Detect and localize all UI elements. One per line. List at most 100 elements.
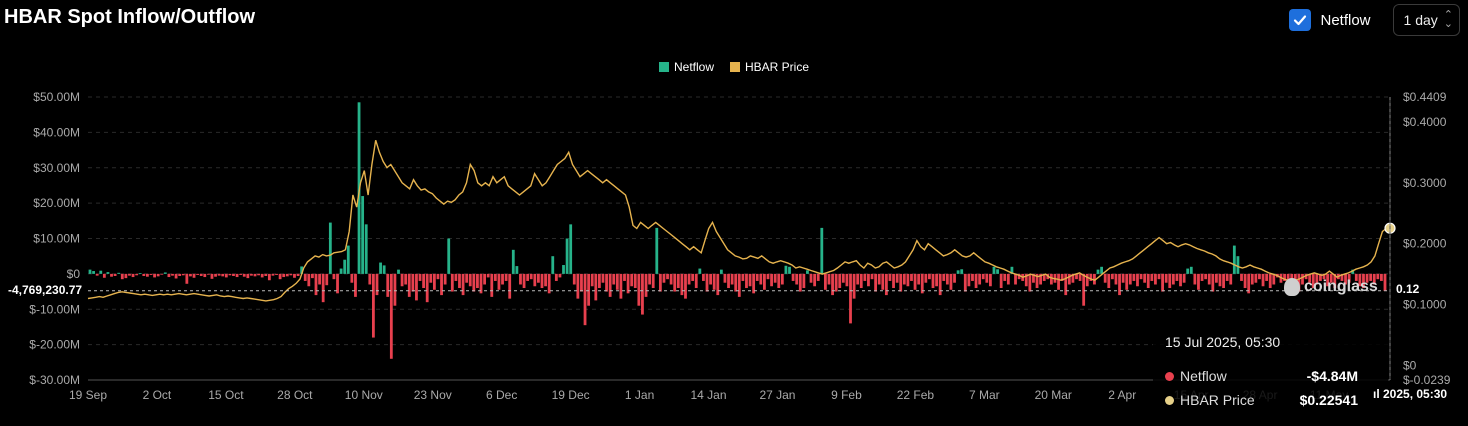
netflow-bar (558, 273, 562, 278)
netflow-bar (723, 273, 727, 283)
netflow-bar (1301, 273, 1304, 285)
netflow-bar (1071, 273, 1075, 283)
tooltip-netflow-value: -$4.84M (1306, 368, 1358, 384)
netflow-bar (705, 273, 709, 292)
netflow-bar (669, 273, 673, 285)
netflow-checkbox[interactable] (1288, 9, 1311, 31)
netflow-bar (777, 273, 781, 289)
netflow-bar (831, 273, 834, 296)
page-title: HBAR Spot Inflow/Outflow (4, 6, 256, 28)
netflow-bar (572, 273, 576, 285)
netflow-bar (458, 273, 461, 289)
netflow-bar (841, 273, 845, 283)
netflow-bar (501, 273, 504, 285)
netflow-bar (583, 273, 587, 326)
netflow-bar (257, 273, 261, 276)
netflow-bar (440, 273, 443, 296)
netflow-bar (960, 269, 964, 274)
netflow-bar (1039, 273, 1043, 285)
x-tick-label: 6 Dec (486, 388, 517, 402)
netflow-bar (493, 273, 497, 281)
netflow-bar (863, 273, 867, 281)
netflow-bar (1315, 273, 1319, 285)
netflow-bar (289, 273, 293, 276)
interval-select[interactable]: 1 day ⌃ ⌄ (1392, 4, 1460, 36)
left-tick-label: $20.00M (33, 196, 80, 210)
netflow-bar (1114, 273, 1118, 285)
left-tick-label: $-20.00M (29, 338, 80, 352)
netflow-bar (623, 273, 626, 281)
netflow-bar (490, 273, 494, 297)
netflow-bar (228, 273, 232, 276)
tooltip-row-price: HBAR Price $0.22541 (1165, 392, 1358, 408)
netflow-bar (1322, 273, 1326, 280)
legend-item-netflow[interactable]: Netflow (658, 60, 714, 74)
netflow-bar (332, 273, 336, 280)
netflow-bar (974, 273, 978, 289)
netflow-bar (1326, 273, 1330, 287)
netflow-bar (1197, 273, 1200, 290)
netflow-bar (343, 259, 347, 274)
netflow-bar (827, 273, 831, 285)
netflow-bar (174, 273, 178, 279)
netflow-bar (1017, 273, 1021, 280)
netflow-bar (648, 273, 652, 285)
netflow-bar (1250, 273, 1254, 285)
right-tick-label: $-0.0239 (1403, 373, 1451, 387)
netflow-bar (1067, 273, 1071, 285)
tooltip-title: 15 Jul 2025, 05:30 (1165, 334, 1281, 350)
netflow-bar (1189, 266, 1193, 274)
netflow-bar (131, 273, 135, 278)
netflow-bar (551, 256, 555, 274)
netflow-bar (325, 273, 329, 286)
netflow-bar (806, 270, 809, 274)
netflow-bar (171, 273, 174, 276)
coinglass-logo-icon (1284, 278, 1300, 296)
netflow-bar (992, 266, 996, 274)
netflow-bar (945, 273, 949, 285)
netflow-bar (734, 273, 738, 292)
right-tick-label: $0.2000 (1403, 237, 1447, 251)
netflow-bar (138, 273, 142, 274)
netflow-bar (110, 273, 113, 277)
right-tick-label: $0.4000 (1403, 115, 1447, 129)
left-tick-label: $10.00M (33, 232, 80, 246)
netflow-bar (1121, 273, 1125, 283)
legend-item-price[interactable]: HBAR Price (730, 60, 809, 74)
watermark: coinglass (1284, 278, 1378, 296)
netflow-bar (1236, 256, 1240, 274)
netflow-bar (1093, 273, 1096, 285)
netflow-bar (142, 273, 146, 276)
x-tick-label: 19 Dec (552, 388, 590, 402)
netflow-bar (996, 269, 999, 274)
netflow-bar (569, 224, 573, 274)
netflow-bar (522, 273, 526, 289)
netflow-bar (587, 273, 591, 306)
netflow-bar (1225, 273, 1229, 281)
netflow-bar (1182, 273, 1186, 283)
netflow-bar (709, 273, 712, 285)
netflow-bar (1024, 273, 1028, 287)
netflow-bar (1358, 273, 1362, 287)
right-tick-label: $0.1000 (1403, 298, 1447, 312)
netflow-bar (1175, 273, 1179, 281)
netflow-bar (214, 273, 217, 277)
x-tick-label: 2 Apr (1108, 388, 1136, 402)
netflow-bar (594, 273, 598, 301)
chart-legend: Netflow HBAR Price (0, 60, 1468, 74)
netflow-bar (199, 273, 203, 276)
netflow-bar (1049, 273, 1053, 285)
netflow-bar (795, 273, 799, 285)
netflow-bar (92, 271, 95, 274)
netflow-bar (1207, 273, 1211, 285)
netflow-bar (296, 273, 300, 276)
netflow-bar (1003, 273, 1007, 281)
netflow-bar (633, 273, 637, 289)
netflow-bar (1096, 269, 1100, 274)
netflow-bar (1383, 273, 1387, 291)
netflow-bar (1340, 273, 1344, 281)
netflow-bar (1362, 273, 1365, 289)
netflow-bar (293, 273, 296, 278)
netflow-bar (590, 273, 594, 287)
